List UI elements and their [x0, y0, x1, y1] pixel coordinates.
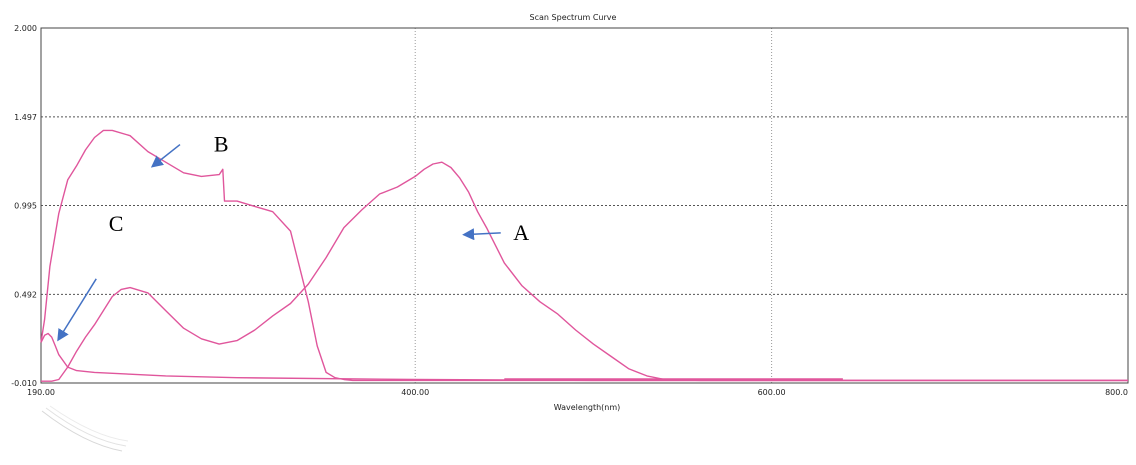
y-tick-label: 0.995 — [14, 202, 37, 211]
y-tick-label: 1.497 — [14, 113, 37, 122]
grid-lines — [41, 28, 1128, 383]
y-tick-label: -0.010 — [11, 379, 37, 388]
series-lines — [40, 129, 1128, 382]
annotation-arrow-a — [462, 228, 501, 241]
annotation-label-b: B — [214, 132, 229, 157]
annotation-label-a: A — [513, 220, 529, 245]
series-line-a — [41, 161, 1128, 382]
x-axis-label: Wavelength(nm) — [554, 403, 621, 412]
y-tick-label: 0.492 — [14, 290, 37, 299]
page-curl-watermark — [41, 405, 129, 452]
x-tick-label: 600.00 — [758, 388, 786, 397]
plot-frame — [40, 27, 1129, 384]
annotations: A B C — [57, 132, 529, 342]
annotation-arrow-b — [150, 143, 181, 168]
x-tick-label: 400.00 — [401, 388, 429, 397]
y-tick-label: 2.000 — [14, 24, 37, 33]
x-tick-label: 190.00 — [27, 388, 55, 397]
series-line-c — [40, 332, 1128, 382]
x-tick-label: 800.0 — [1105, 388, 1128, 397]
annotation-arrow-c — [57, 278, 97, 342]
chart-title: Scan Spectrum Curve — [530, 13, 617, 22]
annotation-label-c: C — [109, 211, 124, 236]
series-line-b — [40, 129, 1128, 382]
